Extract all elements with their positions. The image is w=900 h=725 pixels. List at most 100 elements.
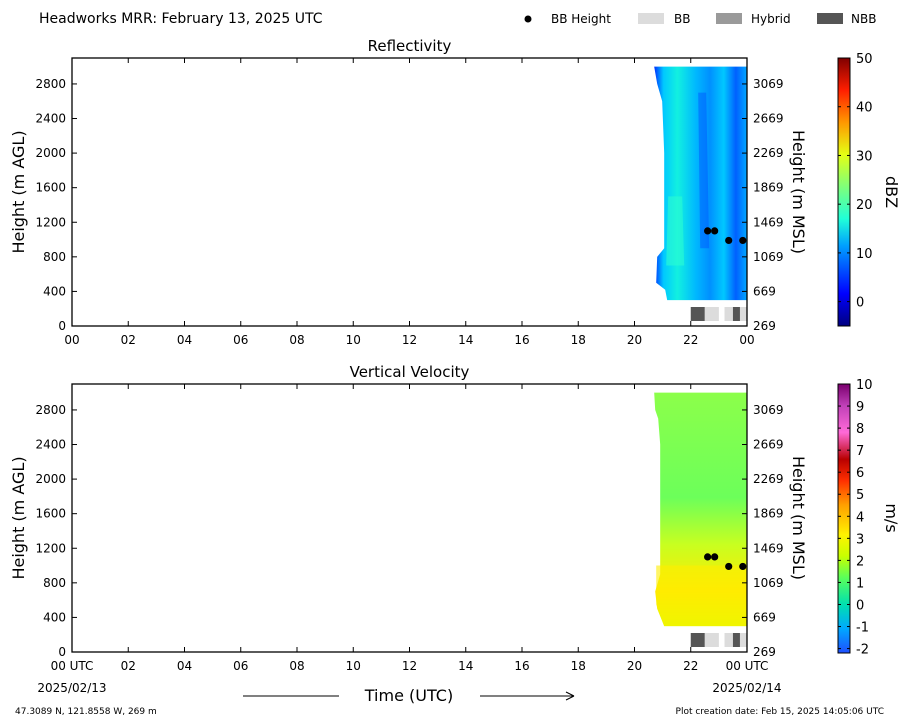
legend-swatch-hybrid	[716, 13, 742, 24]
colorbar-tick-label: 20	[856, 198, 873, 213]
y2-tick-label: 1869	[753, 181, 784, 195]
bb-type-segment	[690, 633, 705, 647]
y2-tick-label: 3069	[753, 77, 784, 91]
plot-frame	[71, 57, 748, 327]
colorbar-tick-label: 2	[856, 554, 864, 569]
y-axis-label: Height (m AGL)	[9, 130, 28, 253]
legend-swatch-nbb	[817, 13, 843, 24]
colorbar-tick-label: -1	[856, 621, 869, 636]
y2-tick-label: 1869	[753, 507, 784, 521]
creation-date: Plot creation date: Feb 15, 2025 14:05:0…	[676, 707, 884, 717]
y-tick-label: 2800	[35, 77, 66, 91]
colorbar-label: m/s	[882, 503, 900, 532]
y2-tick-label: 269	[753, 319, 776, 333]
x-tick-label: 06	[233, 333, 248, 347]
bb-height-point	[704, 227, 712, 235]
bb-type-segment	[724, 307, 733, 321]
y2-tick-label: 269	[753, 645, 776, 659]
y-tick-label: 2400	[35, 112, 66, 126]
x-tick-label: 08	[289, 659, 304, 673]
y-tick-label: 1600	[35, 181, 66, 195]
colorbar-tick-label: 10	[856, 378, 873, 393]
legend-label: BB Height	[551, 12, 611, 26]
velocity-fall-layer	[656, 565, 747, 627]
x-tick-label: 16	[514, 659, 529, 673]
colorbar-tick-label: 0	[856, 296, 864, 311]
start-date: 2025/02/13	[37, 681, 106, 695]
x-tick-label: 22	[683, 659, 698, 673]
x-tick-label: 00	[739, 333, 754, 347]
y-tick-label: 2400	[35, 438, 66, 452]
x-tick-label: 22	[683, 333, 698, 347]
x-tick-label: 00 UTC	[51, 659, 94, 673]
colorbar	[837, 383, 851, 654]
y2-tick-label: 669	[753, 610, 776, 624]
colorbar-tick-label: 5	[856, 488, 864, 503]
y-axis-label: Height (m AGL)	[9, 456, 28, 579]
colorbar-tick-label: 6	[856, 466, 864, 481]
colorbar-tick-label: -2	[856, 643, 869, 658]
y-tick-label: 0	[58, 319, 66, 333]
y2-tick-label: 2669	[753, 438, 784, 452]
y-tick-label: 800	[43, 576, 66, 590]
colorbar-tick-label: 4	[856, 510, 864, 525]
time-arrow-head	[565, 691, 575, 701]
y2-tick-label: 669	[753, 284, 776, 298]
panel-title: Reflectivity	[368, 37, 452, 55]
x-tick-label: 20	[627, 333, 642, 347]
y-tick-label: 2000	[35, 472, 66, 486]
bb-type-segment	[739, 307, 747, 321]
x-tick-label: 18	[571, 659, 586, 673]
x-tick-label: 10	[346, 333, 361, 347]
colorbar-tick-label: 0	[856, 598, 864, 613]
reflectivity-low-band	[698, 92, 710, 249]
y-tick-label: 0	[58, 645, 66, 659]
y-tick-label: 1200	[35, 215, 66, 229]
y2-tick-label: 1069	[753, 576, 784, 590]
x-tick-label: 04	[177, 659, 192, 673]
y-tick-label: 2800	[35, 403, 66, 417]
site-location: 47.3089 N, 121.8558 W, 269 m	[15, 707, 157, 717]
x-tick-label: 14	[458, 333, 473, 347]
y2-tick-label: 1069	[753, 250, 784, 264]
x-tick-label: 12	[402, 659, 417, 673]
bb-height-point	[725, 236, 733, 245]
plot-frame	[71, 383, 748, 653]
bb-height-point	[725, 562, 733, 571]
colorbar-tick-label: 3	[856, 532, 864, 547]
x-tick-label: 02	[121, 333, 136, 347]
x-tick-label: 00	[64, 333, 79, 347]
bb-type-segment	[704, 633, 719, 647]
y-tick-label: 1600	[35, 507, 66, 521]
bb-height-point	[739, 562, 747, 571]
y2-tick-label: 1469	[753, 215, 784, 229]
bb-type-segment	[704, 307, 719, 321]
x-tick-label: 04	[177, 333, 192, 347]
x-tick-label: 08	[289, 333, 304, 347]
figure-title: Headworks MRR: February 13, 2025 UTC	[39, 11, 323, 27]
x-axis-label: Time (UTC)	[364, 686, 453, 705]
bb-type-segment	[732, 633, 740, 647]
legend-swatch-bb-height	[524, 15, 532, 23]
y2-tick-label: 1469	[753, 541, 784, 555]
y2-tick-label: 2669	[753, 112, 784, 126]
y-tick-label: 400	[43, 284, 66, 298]
legend-label: Hybrid	[751, 12, 791, 26]
colorbar-tick-label: 7	[856, 444, 864, 459]
y2-tick-label: 2269	[753, 146, 784, 160]
y2-axis-label: Height (m MSL)	[789, 456, 808, 580]
end-date: 2025/02/14	[712, 681, 781, 695]
colorbar-tick-label: 1	[856, 576, 864, 591]
colorbar-label: dBZ	[882, 176, 900, 208]
bb-type-segment	[724, 633, 733, 647]
x-tick-label: 12	[402, 333, 417, 347]
colorbar-tick-label: 50	[856, 52, 873, 67]
panel-title: Vertical Velocity	[350, 363, 470, 381]
x-tick-label: 10	[346, 659, 361, 673]
y-tick-label: 2000	[35, 146, 66, 160]
x-tick-label: 00 UTC	[726, 659, 769, 673]
bb-height-point	[711, 227, 719, 235]
